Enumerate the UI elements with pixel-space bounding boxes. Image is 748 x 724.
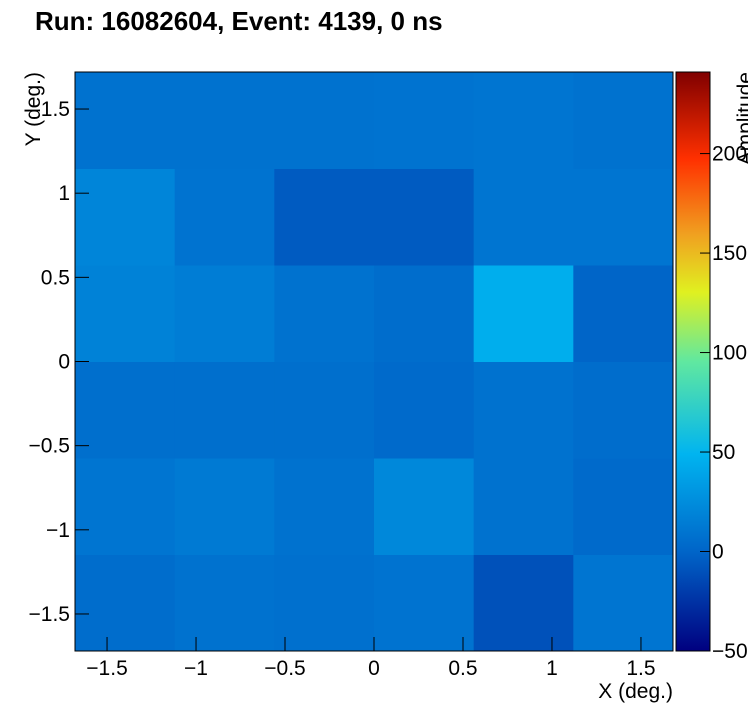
x-tick-label: −1 (184, 657, 208, 680)
x-tick-label: 1.5 (626, 657, 655, 680)
heatmap-cell (274, 554, 375, 652)
heatmap-cell (75, 458, 176, 555)
x-axis-label: X (deg.) (598, 680, 673, 703)
heatmap-cell (174, 168, 275, 266)
heatmap-cell (473, 72, 574, 169)
heatmap-cell (75, 168, 176, 266)
heatmap-cell (174, 361, 275, 459)
colorbar-tick-label: 100 (712, 342, 747, 365)
heatmap-cell (374, 72, 475, 169)
heatmap-cell (473, 554, 574, 652)
heatmap-cell (573, 168, 674, 266)
y-tick-label: 0.5 (41, 266, 70, 289)
heatmap-cell (274, 361, 375, 459)
heatmap-cell (573, 361, 674, 459)
x-tick-label: 0.5 (448, 657, 477, 680)
colorbar-tick-label: 200 (712, 143, 747, 166)
y-axis-label: Y (deg.) (22, 72, 45, 146)
heatmap-cell (174, 72, 275, 169)
colorbar-tick-label: −50 (712, 640, 748, 663)
x-tick-label: 0 (368, 657, 380, 680)
heatmap-cell (374, 458, 475, 555)
heatmap-cell (75, 265, 176, 362)
colorbar-tick-label: 0 (712, 541, 724, 564)
heatmap-cell (75, 72, 176, 169)
y-tick-label: 0 (58, 351, 70, 374)
heatmap-cell (374, 265, 475, 362)
heatmap-cell (573, 265, 674, 362)
heatmap-cell (174, 554, 275, 652)
heatmap-cell (473, 458, 574, 555)
chart-title: Run: 16082604, Event: 4139, 0 ns (35, 6, 443, 36)
heatmap-cell (374, 554, 475, 652)
colorbar (675, 71, 711, 652)
heatmap-cell (174, 265, 275, 362)
heatmap-cell (374, 361, 475, 459)
heatmap-cell (473, 168, 574, 266)
colorbar-tick-label: 50 (712, 441, 735, 464)
heatmap-cell (473, 265, 574, 362)
y-tick-label: −0.5 (29, 435, 70, 458)
heatmap-cell (75, 554, 176, 652)
heatmap-cell (174, 458, 275, 555)
x-tick-label: 1 (546, 657, 558, 680)
y-tick-label: −1.5 (29, 603, 70, 626)
x-tick-label: −1.5 (86, 657, 127, 680)
y-tick-label: 1.5 (41, 98, 70, 121)
heatmap-cell (75, 361, 176, 459)
heatmap-cell (473, 361, 574, 459)
colorbar-tick-label: 150 (712, 242, 747, 265)
heatmap-cell (573, 72, 674, 169)
heatmap-cell (274, 458, 375, 555)
y-tick-label: 1 (58, 182, 70, 205)
heatmap-cell (573, 554, 674, 652)
heatmap-cell (573, 458, 674, 555)
y-tick-label: −1 (46, 519, 70, 542)
heatmap-cell (374, 168, 475, 266)
heatmap-cell (274, 168, 375, 266)
heatmap-cell (274, 265, 375, 362)
colorbar-label: Amplitude (734, 72, 748, 165)
x-tick-label: −0.5 (264, 657, 305, 680)
heatmap-cell (274, 72, 375, 169)
